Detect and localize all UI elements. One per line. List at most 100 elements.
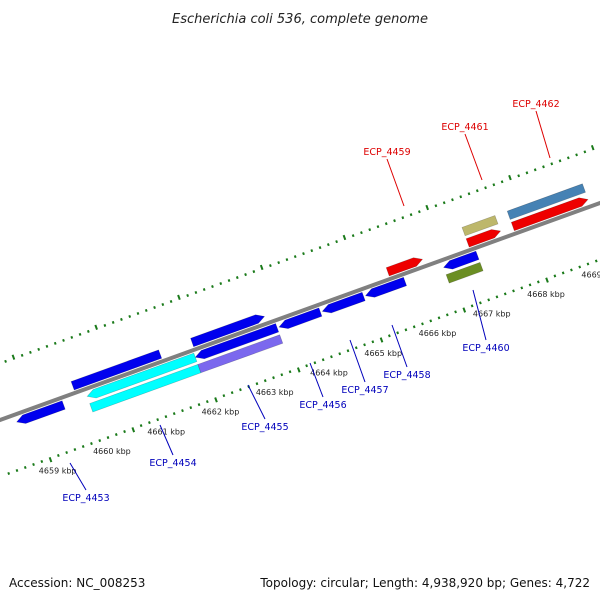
tick-mark-upper	[53, 341, 57, 345]
gene-label-ecp-4456[interactable]: ECP_4456	[299, 400, 346, 411]
gene-label-ecp-4458[interactable]: ECP_4458	[383, 370, 430, 381]
tick-mark-upper	[525, 171, 529, 175]
gene-ecp-4459	[385, 257, 424, 277]
gene-ecp-4456-arrow	[194, 323, 280, 360]
gene-label-ecp-4454[interactable]: ECP_4454	[149, 458, 196, 469]
tick-mark-upper	[310, 249, 314, 253]
tick-layer: 4659 kbp 4660 kbp 4661 kbp 4662 kbp 4663 kbp…	[4, 144, 600, 476]
gene-label-ecp-4455[interactable]: ECP_4455	[241, 422, 288, 433]
tick-mark-lower	[15, 468, 19, 472]
tick-mark-lower	[454, 310, 457, 314]
tick-mark-lower	[172, 412, 176, 416]
feature-layer	[0, 183, 600, 424]
tick-label: 4668 kbp	[527, 290, 565, 299]
tick-mark-upper	[235, 276, 239, 280]
feature-steelblue	[506, 183, 586, 220]
tick-label: 4664 kbp	[310, 368, 348, 377]
tick-mark-upper	[384, 222, 388, 226]
tick-mark-upper	[11, 354, 16, 360]
tick-mark-upper	[153, 305, 156, 309]
map-title: Escherichia coli 536, complete genome	[172, 12, 428, 27]
tick-mark-lower	[479, 301, 482, 305]
tick-mark-lower	[545, 277, 549, 283]
tick-mark-lower	[570, 268, 573, 272]
tick-mark-lower	[346, 349, 350, 353]
tick-mark-lower	[32, 462, 35, 467]
tick-mark-lower	[23, 465, 27, 470]
gene-label-ecp-4461[interactable]: ECP_4461	[441, 122, 488, 133]
leader-line-ecp-4456	[309, 362, 324, 398]
tick-mark-upper	[29, 350, 32, 354]
tick-mark-upper	[533, 168, 537, 172]
tick-mark-upper	[136, 311, 140, 315]
tick-mark-lower	[313, 361, 317, 365]
leader-line-ecp-4455	[247, 384, 266, 420]
tick-mark-upper	[169, 299, 173, 304]
tick-mark-lower	[214, 397, 218, 403]
tick-mark-upper	[62, 338, 65, 342]
gene-ecp-4454-arrow	[86, 352, 198, 399]
tick-mark-upper	[451, 198, 454, 202]
tick-mark-upper	[302, 252, 305, 256]
tick-mark-lower	[73, 448, 77, 452]
tick-mark-upper	[360, 231, 363, 235]
tick-mark-upper	[484, 186, 487, 190]
gene-ecp-4457	[278, 307, 323, 329]
tick-mark-upper	[318, 246, 322, 250]
leader-line-ecp-4459	[386, 158, 405, 207]
label-layer: ECP_4453 ECP_4454 ECP_4455 ECP_4456 ECP_4457…	[62, 99, 559, 504]
tick-mark-lower	[139, 424, 143, 428]
tick-mark-lower	[255, 382, 259, 386]
tick-mark-upper	[37, 347, 41, 351]
leader-line-ecp-4454	[159, 424, 174, 456]
tick-mark-upper	[161, 302, 165, 307]
leader-line-ecp-4458	[391, 324, 408, 368]
tick-mark-upper	[508, 174, 512, 181]
tick-mark-upper	[252, 270, 256, 274]
tick-mark-lower	[379, 337, 384, 343]
tick-mark-lower	[371, 340, 375, 344]
tick-mark-lower	[503, 292, 507, 296]
tick-mark-upper	[376, 225, 380, 229]
tick-mark-lower	[462, 307, 467, 313]
tick-mark-lower	[412, 325, 416, 329]
tick-mark-upper	[45, 344, 49, 348]
tick-mark-lower	[495, 295, 499, 299]
tick-mark-upper	[202, 288, 206, 292]
tick-mark-lower	[512, 289, 515, 293]
tick-mark-upper	[566, 156, 570, 160]
gene-label-ecp-4457[interactable]: ECP_4457	[341, 385, 388, 396]
tick-mark-lower	[404, 328, 408, 332]
tick-mark-lower	[181, 409, 184, 413]
genome-backbone	[0, 200, 600, 423]
tick-mark-upper	[434, 204, 438, 208]
tick-mark-lower	[197, 403, 201, 407]
tick-mark-upper	[269, 264, 272, 268]
tick-mark-lower	[106, 436, 110, 440]
tick-mark-upper	[351, 234, 355, 238]
tick-mark-lower	[263, 379, 267, 383]
tick-mark-upper	[401, 216, 405, 220]
tick-mark-lower	[578, 265, 582, 269]
gene-label-ecp-4462[interactable]: ECP_4462	[512, 99, 559, 110]
leader-line-ecp-4461	[464, 133, 483, 181]
gene-label-ecp-4459[interactable]: ECP_4459	[363, 147, 410, 158]
tick-mark-lower	[561, 271, 565, 275]
tick-mark-lower	[156, 418, 160, 422]
tick-mark-upper	[368, 228, 372, 232]
tick-mark-lower	[594, 259, 598, 263]
tick-mark-lower	[48, 456, 53, 463]
tick-mark-upper	[517, 174, 521, 178]
tick-mark-upper	[94, 324, 98, 330]
gene-label-ecp-4460[interactable]: ECP_4460	[462, 343, 509, 354]
leader-line-ecp-4460	[472, 289, 487, 341]
gene-label-ecp-4453[interactable]: ECP_4453	[62, 493, 109, 504]
tick-mark-lower	[586, 262, 590, 266]
tick-mark-upper	[277, 261, 281, 265]
tick-mark-upper	[259, 264, 264, 271]
tick-label: 4666 kbp	[419, 329, 457, 338]
tick-mark-lower	[363, 343, 366, 347]
tick-mark-upper	[442, 201, 446, 205]
tick-mark-upper	[219, 282, 223, 286]
